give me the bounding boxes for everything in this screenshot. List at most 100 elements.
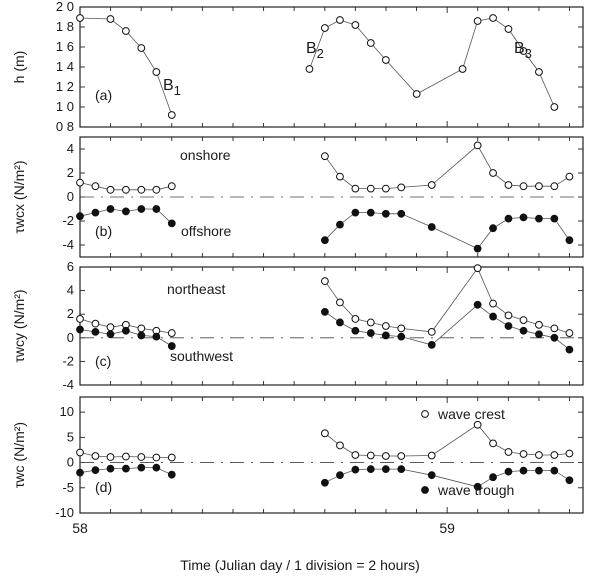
data-point (152, 205, 161, 213)
data-point (152, 68, 161, 76)
legend-marker (421, 410, 429, 418)
data-point (381, 56, 390, 64)
data-point (336, 220, 344, 229)
data-point (91, 182, 100, 191)
data-point (489, 224, 497, 233)
data-point (137, 324, 146, 333)
series-line (324, 212, 570, 250)
data-point (565, 449, 574, 458)
data-point (91, 328, 100, 336)
x-axis-label: Time (Julian day / 1 division = 2 hours) (180, 557, 420, 573)
data-point (381, 209, 390, 218)
data-point (121, 185, 130, 194)
data-point (504, 311, 513, 320)
data-point (351, 326, 360, 335)
data-point (137, 453, 146, 461)
data-point (76, 325, 84, 334)
y-tick-label: 2 (67, 165, 74, 180)
data-point (106, 330, 115, 339)
data-point (427, 340, 436, 349)
y-tick-label: 0 8 (56, 119, 74, 134)
data-point (106, 185, 115, 194)
data-point (489, 169, 497, 177)
data-point (76, 315, 84, 323)
panel-d: 10 5 0 -5 -10 τwc (N/m²) (d) wave crest wave tro… (11, 396, 584, 520)
data-point (305, 65, 314, 73)
direction-label: onshore (180, 147, 231, 163)
data-point (351, 451, 360, 459)
data-point (427, 223, 436, 231)
data-point (504, 322, 513, 330)
y-tick-label: -2 (62, 213, 74, 228)
data-point (121, 326, 130, 335)
data-point (366, 318, 375, 327)
y-tick-label: 2 0 (56, 0, 74, 14)
data-point (550, 451, 559, 459)
y-tick-label: 0 (67, 330, 74, 345)
data-point (366, 39, 375, 47)
data-point (550, 182, 559, 191)
data-point (366, 451, 375, 460)
y-tick-label: 1 2 (56, 79, 74, 94)
data-point (535, 182, 543, 191)
data-point (121, 452, 130, 461)
y-tick-label: -4 (62, 237, 74, 252)
data-point (381, 331, 390, 340)
data-point (366, 465, 375, 474)
data-point (91, 319, 100, 328)
panel-c: 6 4 2 0 -2 -4 τwcy (N/m²) (c) northeast southwest (11, 259, 584, 392)
data-point (351, 184, 360, 193)
data-point (320, 152, 329, 161)
data-point (565, 236, 574, 245)
y-tick-label: -2 (62, 353, 74, 368)
direction-label: southwest (170, 348, 233, 364)
data-point (565, 172, 574, 181)
data-point (336, 318, 344, 327)
data-point (519, 466, 528, 475)
data-point (519, 182, 528, 191)
direction-label: northeast (167, 281, 225, 297)
y-tick-label: -5 (62, 480, 74, 495)
panel-a: 2 0 1 8 1 6 1 4 1 2 1 0 0 8 h (m) (a) B1 B2 B3 (11, 0, 584, 134)
y-tick-label: 1 0 (56, 99, 74, 114)
data-point (550, 324, 559, 333)
data-point (121, 464, 130, 473)
panel-label: (d) (95, 479, 112, 495)
data-point (91, 466, 100, 475)
y-axis-label: h (m) (11, 51, 27, 84)
data-point (519, 213, 528, 222)
data-point (366, 329, 375, 337)
data-point (106, 15, 115, 23)
data-point (137, 331, 146, 340)
series-line (309, 17, 555, 108)
data-point (366, 208, 375, 217)
data-point (427, 471, 436, 480)
data-point (121, 27, 130, 35)
data-point (320, 24, 329, 32)
data-point (167, 182, 176, 191)
data-point (519, 47, 528, 55)
data-point (550, 333, 559, 342)
data-point (351, 465, 360, 474)
data-point (427, 328, 436, 336)
panel-label: (b) (95, 223, 112, 239)
data-point (336, 441, 344, 450)
data-point (336, 471, 344, 480)
data-point (381, 452, 390, 460)
data-point (535, 320, 543, 329)
data-point (535, 68, 543, 76)
y-axis-label: τwcx (N/m²) (11, 160, 27, 233)
data-point (489, 14, 497, 22)
data-point (473, 300, 482, 309)
data-point (397, 209, 406, 218)
y-tick-label: -10 (55, 505, 74, 520)
data-point (535, 451, 543, 459)
data-point (106, 205, 115, 213)
burst-label: B1 (163, 77, 181, 98)
data-point (320, 307, 329, 316)
data-point (167, 329, 176, 337)
series-open (76, 14, 559, 119)
data-point (473, 17, 482, 25)
y-tick-label: 0 (67, 189, 74, 204)
data-point (106, 464, 115, 473)
